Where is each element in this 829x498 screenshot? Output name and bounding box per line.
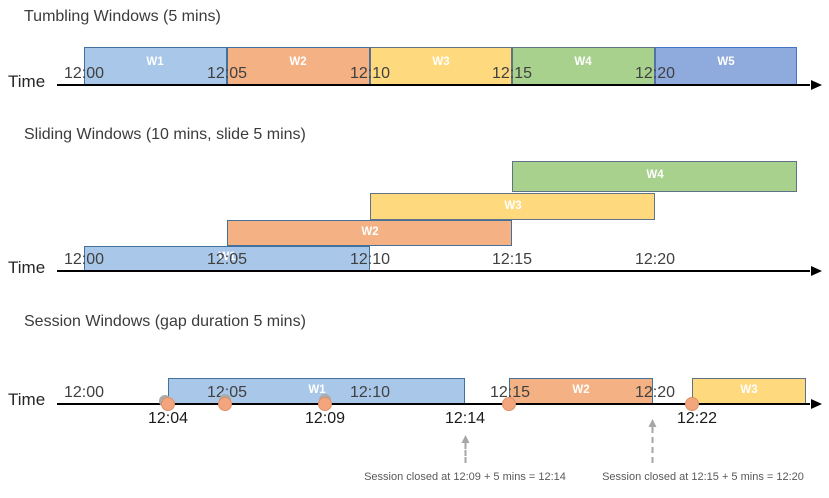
event-dot (161, 397, 175, 411)
tick-label: 12:10 (349, 384, 391, 401)
event-time-label: 12:22 (676, 410, 718, 427)
event-dot (502, 397, 516, 411)
tumbling-window-label: W1 (146, 56, 164, 68)
tumbling-window-w1 (84, 47, 227, 85)
session-window-label: W1 (308, 384, 326, 396)
event-time-label: 12:04 (147, 410, 189, 427)
tick-label: 12:05 (206, 384, 248, 401)
sliding-timeline-arrow (57, 266, 822, 276)
session-closed-annotation: Session closed at 12:15 + 5 mins = 12:20 (602, 471, 804, 483)
sliding-window-label: W3 (504, 200, 522, 212)
sliding-axis-label: Time (8, 258, 46, 277)
tick-label: 12:15 (491, 251, 533, 268)
sliding-window-w1 (84, 246, 370, 271)
tick-label: 12:00 (63, 384, 105, 401)
tick-label: 12:20 (634, 65, 676, 82)
callout-arrow-up (461, 435, 470, 463)
tumbling-window-label: W4 (574, 56, 592, 68)
tick-label: 12:05 (206, 251, 248, 268)
tumbling-window-label: W3 (432, 56, 450, 68)
session-window-label: W2 (572, 384, 590, 396)
session-timeline-arrow (57, 399, 822, 409)
sliding-window-label: W2 (361, 226, 379, 238)
event-time-label: 12:14 (444, 410, 486, 427)
tick-label: 12:20 (634, 251, 676, 268)
session-title: Session Windows (gap duration 5 mins) (24, 313, 306, 330)
tick-label: 12:05 (206, 65, 248, 82)
arrow-dashed-tail (651, 427, 653, 463)
tick-label: 12:15 (491, 65, 533, 82)
sliding-title: Sliding Windows (10 mins, slide 5 mins) (24, 126, 306, 143)
tick-label: 12:00 (63, 65, 105, 82)
tick-label: 12:10 (349, 65, 391, 82)
arrow-head (461, 435, 469, 443)
tick-label: 12:10 (349, 251, 391, 268)
session-window-label: W3 (740, 384, 758, 396)
session-axis-label: Time (8, 390, 46, 409)
tumbling-window-label: W2 (289, 56, 307, 68)
event-dot (685, 397, 699, 411)
tick-label: 12:20 (634, 384, 676, 401)
tumbling-window-w4 (512, 47, 655, 85)
arrow-head (648, 419, 656, 427)
sliding-window-label: W4 (646, 169, 664, 181)
tumbling-axis-label: Time (8, 72, 46, 91)
event-time-label: 12:09 (304, 410, 346, 427)
event-dot (218, 397, 232, 411)
arrow-dashed-tail (464, 443, 466, 463)
tumbling-window-w2 (227, 47, 370, 85)
tick-label: 12:00 (63, 251, 105, 268)
tick-label: 12:15 (489, 384, 531, 401)
tumbling-window-label: W5 (717, 56, 735, 68)
sliding-window-w4 (512, 161, 797, 192)
sliding-window-w3 (370, 193, 655, 220)
tumbling-title: Tumbling Windows (5 mins) (24, 8, 221, 25)
session-closed-annotation: Session closed at 12:09 + 5 mins = 12:14 (364, 471, 566, 483)
tumbling-timeline-arrow (57, 80, 822, 90)
sliding-window-label: W1 (218, 251, 236, 263)
sliding-window-w2 (227, 220, 512, 246)
event-dot (318, 397, 332, 411)
callout-arrow-up (648, 419, 657, 463)
